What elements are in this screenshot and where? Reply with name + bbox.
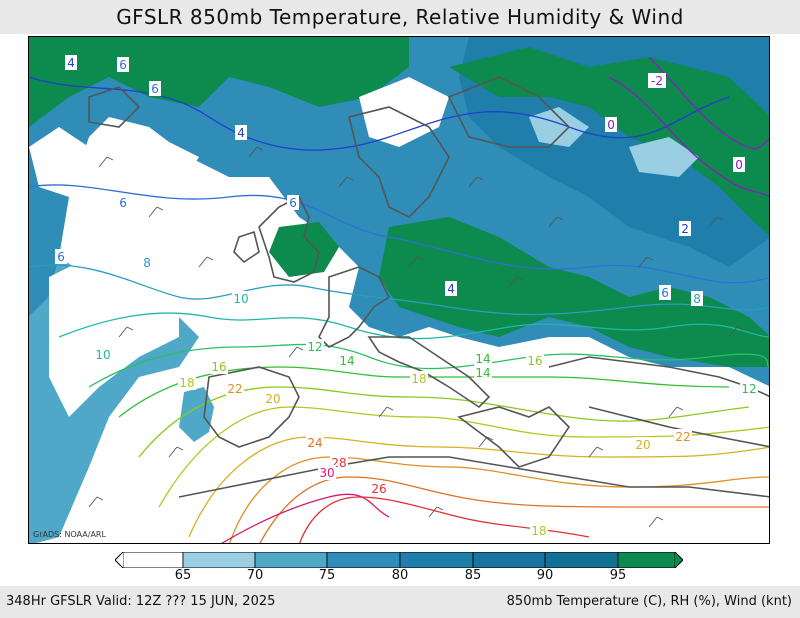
contour-label: 14: [475, 366, 490, 380]
contour-label: -2: [651, 74, 663, 88]
contour-label: 4: [67, 56, 75, 70]
contour-label: 0: [607, 118, 615, 132]
contour-label: 12: [741, 382, 756, 396]
colorbar-segment: [182, 552, 256, 568]
colorbar-segment: [617, 552, 676, 568]
chart-title: GFSLR 850mb Temperature, Relative Humidi…: [0, 0, 800, 34]
contour-label: 0: [735, 158, 743, 172]
contour-label: 10: [95, 348, 110, 362]
colorbar-labels: 65 70 75 80 85 90 95: [0, 568, 800, 584]
weather-map: 4 6 6 4 6 6 6 8 10 10 12 14 16 18 20 22 …: [28, 36, 770, 544]
valid-time-text: 348Hr GFSLR Valid: 12Z ??? 15 JUN, 2025: [6, 594, 276, 609]
contour-label: 8: [143, 256, 151, 270]
colorbar-end-left: [115, 552, 123, 568]
wind-barbs: [88, 146, 744, 528]
contour-label: 14: [475, 352, 490, 366]
contour-label: 14: [339, 354, 354, 368]
contour-label: 6: [119, 196, 127, 210]
colorbar-tick-label: 70: [246, 568, 264, 583]
contour-label: 2: [681, 222, 689, 236]
contour-label: 4: [447, 282, 455, 296]
credit-text: GrADS: NOAA/ARL: [33, 530, 106, 539]
contour-label: 6: [57, 250, 65, 264]
contour-label: 20: [635, 438, 650, 452]
contour-label: 24: [307, 436, 322, 450]
contour-label: 6: [661, 286, 669, 300]
contour-label: 30: [319, 466, 334, 480]
contour-label: 8: [693, 292, 701, 306]
contour-label: 6: [151, 82, 159, 96]
units-text: 850mb Temperature (C), RH (%), Wind (knt…: [506, 594, 792, 609]
colorbar-end-right: [675, 552, 683, 568]
contour-label: 20: [265, 392, 280, 406]
map-canvas: 4 6 6 4 6 6 6 8 10 10 12 14 16 18 20 22 …: [29, 37, 769, 543]
colorbar-tick-label: 95: [609, 568, 627, 583]
colorbar-segment: [399, 552, 474, 568]
colorbar-tick-label: 80: [391, 568, 409, 583]
contour-label: 18: [179, 376, 194, 390]
contour-label: 10: [233, 292, 248, 306]
colorbar-segment: [544, 552, 619, 568]
contour-labels: 4 6 6 4 6 6 6 8 10 10 12 14 16 18 20 22 …: [55, 55, 758, 538]
contour-label: 16: [527, 354, 542, 368]
colorbar-segment: [472, 552, 546, 568]
contour-label: 18: [411, 372, 426, 386]
contour-label: 12: [307, 340, 322, 354]
footer-bar: 348Hr GFSLR Valid: 12Z ??? 15 JUN, 2025 …: [0, 586, 800, 618]
colorbar-tick-label: 85: [464, 568, 482, 583]
colorbar-segment: [122, 552, 184, 568]
contour-label: 18: [531, 524, 546, 538]
contour-label: 26: [371, 482, 386, 496]
contour-label: 22: [227, 382, 242, 396]
colorbar-segment: [326, 552, 401, 568]
colorbar-tick-label: 75: [318, 568, 336, 583]
colorbar-segment: [254, 552, 328, 568]
contour-label: 6: [119, 58, 127, 72]
colorbar-tick-label: 65: [174, 568, 192, 583]
contour-label: 22: [675, 430, 690, 444]
contour-label: 6: [289, 196, 297, 210]
contour-label: 4: [237, 126, 245, 140]
contour-label: 16: [211, 360, 226, 374]
rh-colorbar: [115, 552, 683, 568]
colorbar-tick-label: 90: [536, 568, 554, 583]
